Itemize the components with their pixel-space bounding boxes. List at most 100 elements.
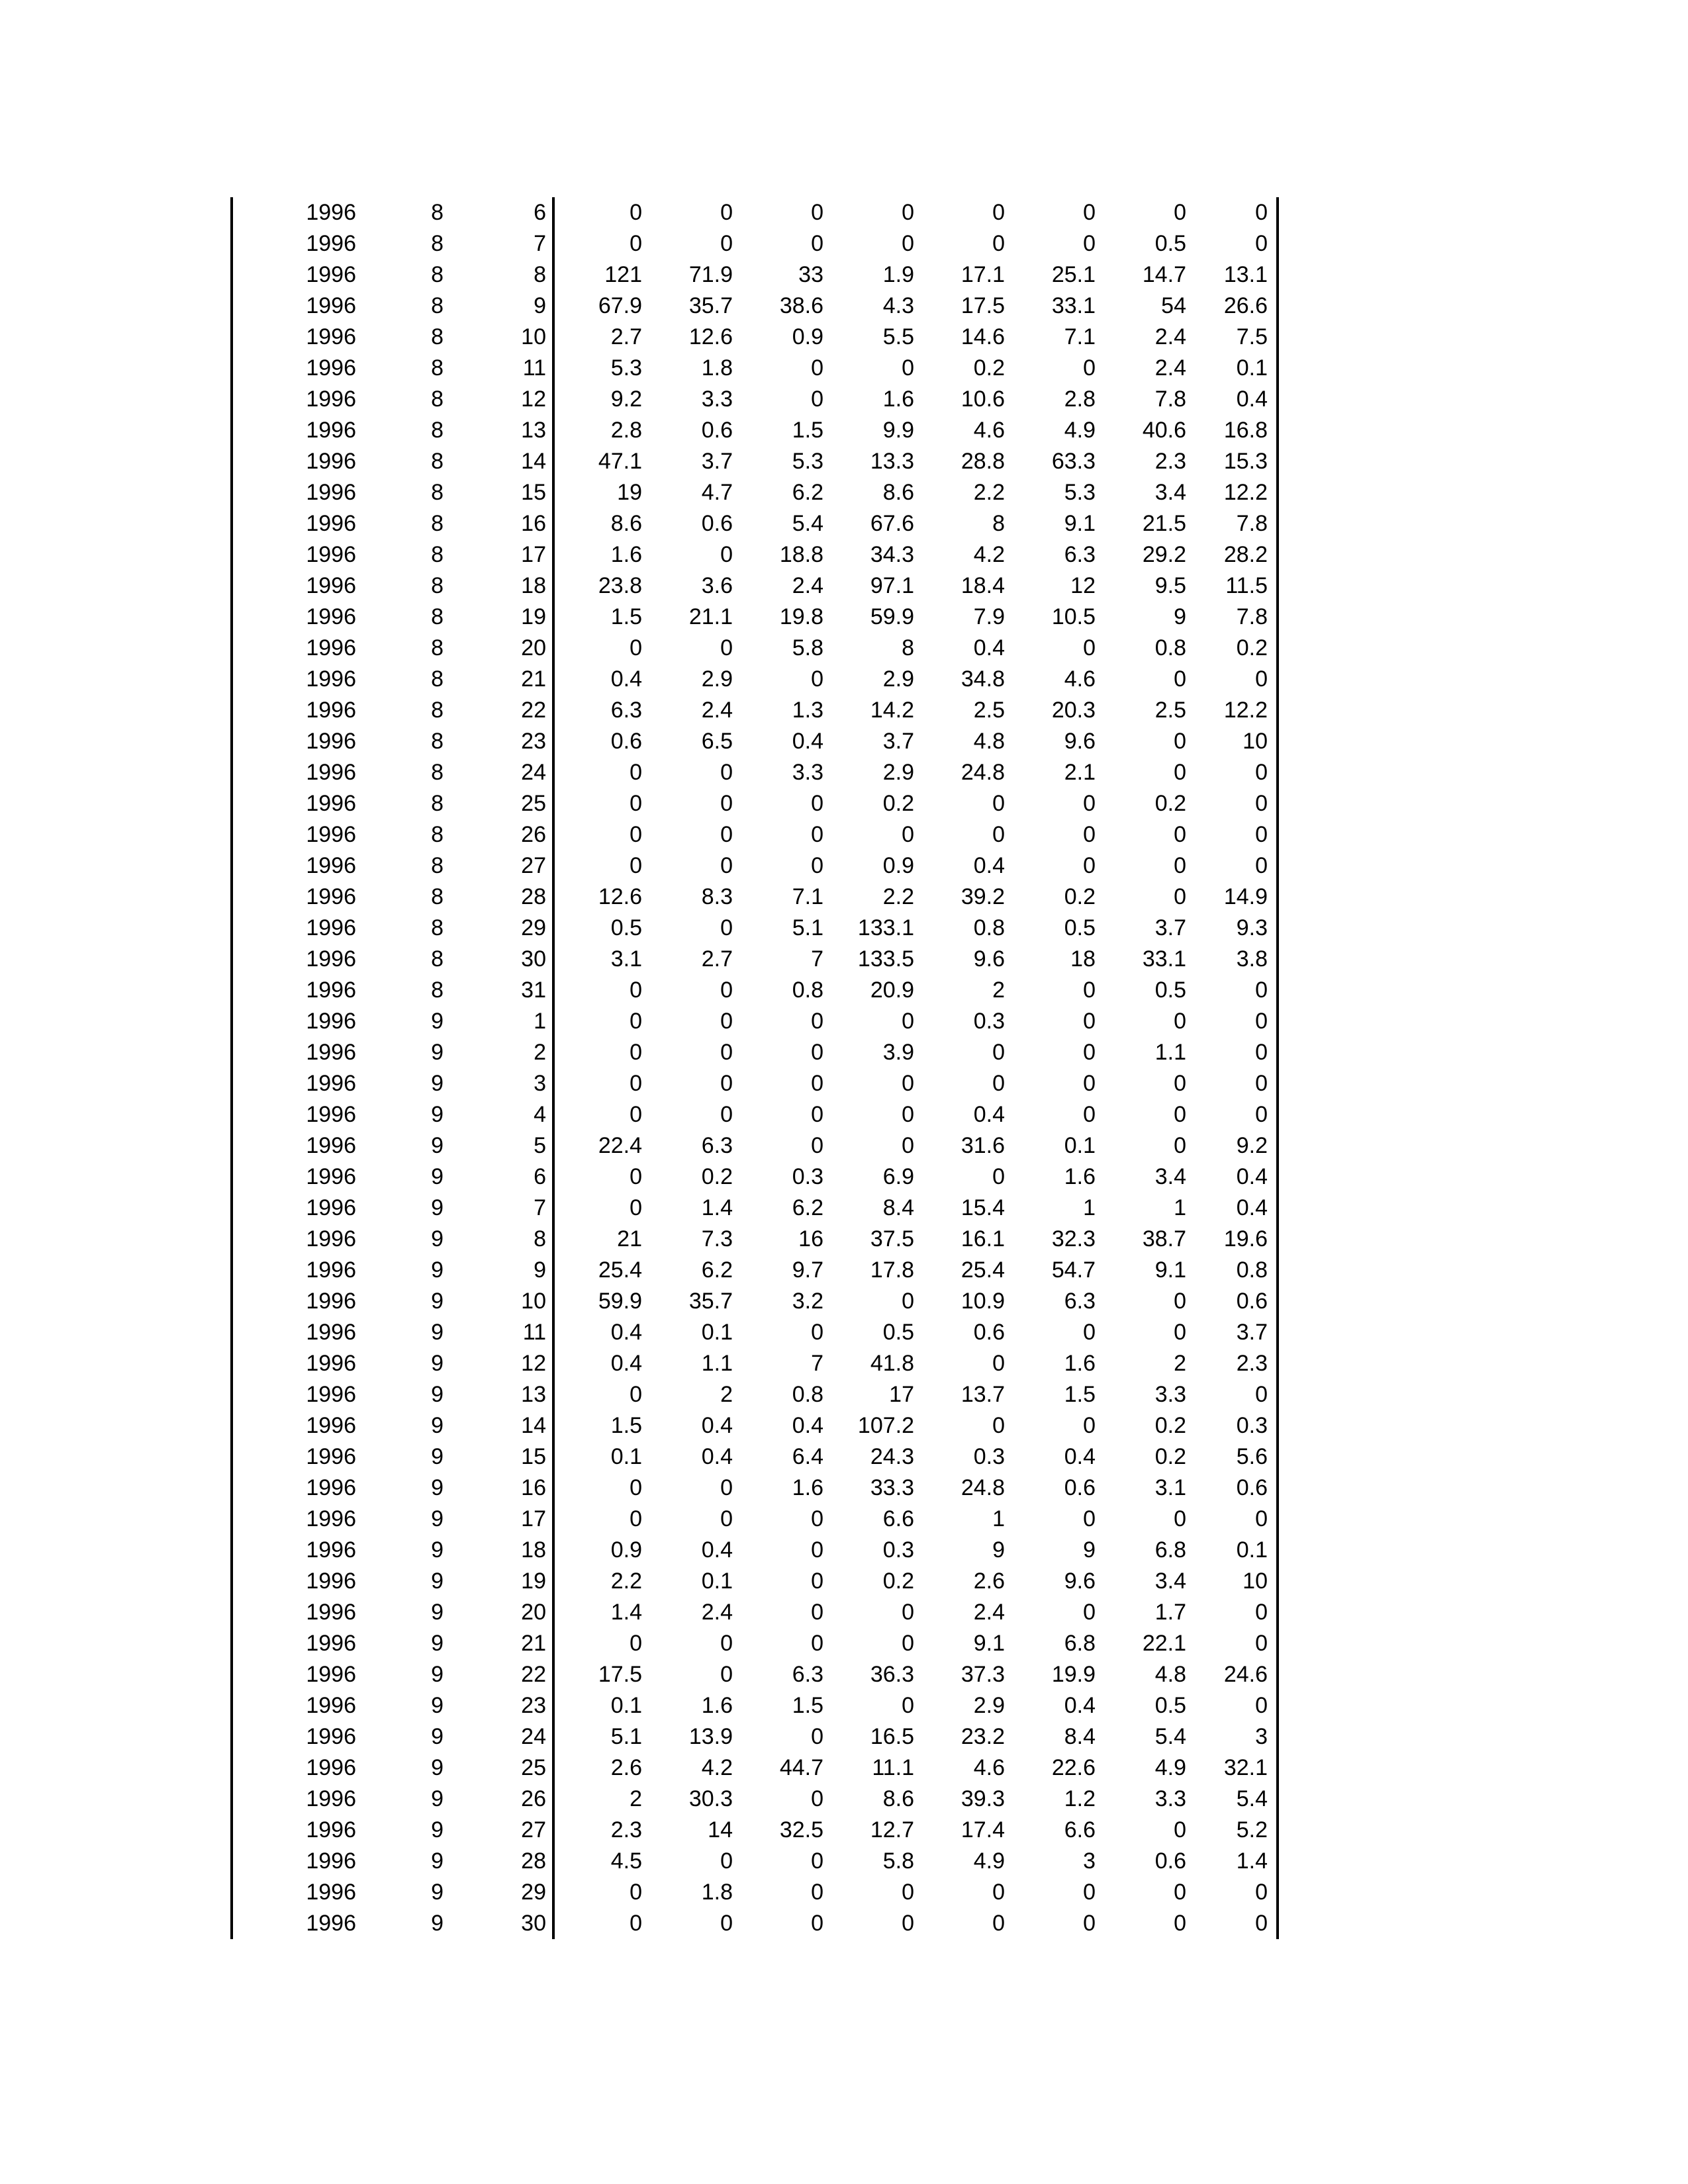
value-cell: 14.6 — [961, 324, 1005, 349]
year-cell: 1996 — [306, 1631, 356, 1656]
value-cell: 4.3 — [882, 293, 914, 318]
value-cell: 23.2 — [961, 1724, 1005, 1749]
value-cell: 0.6 — [1236, 1289, 1268, 1314]
value-cell: 0 — [902, 1133, 914, 1158]
value-cell: 2 — [720, 1382, 733, 1407]
value-cell: 9.2 — [1236, 1133, 1268, 1158]
table-row: 1996 9 26 2 30.3 0 8.6 39.3 1.2 3.3 5.4 — [232, 1784, 1278, 1815]
day-cell: 11 — [445, 1317, 555, 1348]
table-row: 1996 8 16 8.6 0.6 5.4 67.6 8 9.1 21.5 7.8 — [232, 508, 1278, 539]
value-cell: 0 — [992, 791, 1005, 816]
value-cell: 7.3 — [701, 1226, 733, 1251]
value-cell: 3.4 — [1154, 480, 1186, 505]
month-cell: 9 — [431, 1102, 444, 1127]
value-cell: 6.2 — [792, 1195, 823, 1220]
day-cell: 15 — [445, 477, 555, 508]
value-cell: 3.3 — [1154, 1382, 1186, 1407]
value-cell: 6.9 — [882, 1164, 914, 1189]
year-cell: 1996 — [306, 1102, 356, 1127]
month-cell: 9 — [431, 1600, 444, 1625]
month-cell: 9 — [431, 1040, 444, 1065]
value-cell: 0.6 — [1064, 1475, 1096, 1500]
value-cell: 133.5 — [857, 946, 914, 972]
month-cell: 8 — [431, 200, 444, 225]
value-cell: 133.1 — [857, 915, 914, 940]
value-cell: 6.2 — [701, 1257, 733, 1283]
value-cell: 31.6 — [961, 1133, 1005, 1158]
table-row: 1996 9 8 21 7.3 16 37.5 16.1 32.3 38.7 19.6 — [232, 1224, 1278, 1255]
day-cell: 19 — [445, 602, 555, 633]
year-cell: 1996 — [306, 1413, 356, 1438]
value-cell: 0 — [1083, 1071, 1096, 1096]
value-cell: 0 — [720, 1631, 733, 1656]
value-cell: 5.2 — [1236, 1817, 1268, 1843]
month-cell: 9 — [431, 1817, 444, 1843]
value-cell: 3.7 — [1236, 1320, 1268, 1345]
value-cell: 13.1 — [1223, 262, 1268, 287]
day-cell: 30 — [445, 1908, 555, 1939]
value-cell: 6.6 — [1064, 1817, 1096, 1843]
value-cell: 0 — [1174, 884, 1186, 909]
day-cell: 12 — [445, 384, 555, 415]
table-row: 1996 9 5 22.4 6.3 0 0 31.6 0.1 0 9.2 — [232, 1130, 1278, 1161]
value-cell: 0.3 — [973, 1444, 1005, 1469]
value-cell: 7.8 — [1236, 604, 1268, 629]
day-cell: 9 — [445, 291, 555, 322]
value-cell: 7.8 — [1154, 387, 1186, 412]
value-cell: 0 — [1174, 1289, 1186, 1314]
year-cell: 1996 — [306, 1164, 356, 1189]
value-cell: 14.2 — [870, 698, 914, 723]
year-cell: 1996 — [306, 1475, 356, 1500]
table-row: 1996 8 26 0 0 0 0 0 0 0 0 — [232, 819, 1278, 850]
value-cell: 0 — [630, 1911, 642, 1936]
value-cell: 4.8 — [973, 729, 1005, 754]
value-cell: 19.8 — [779, 604, 823, 629]
value-cell: 0.6 — [701, 511, 733, 536]
value-cell: 0.4 — [1236, 387, 1268, 412]
day-cell: 10 — [445, 1286, 555, 1317]
day-cell: 29 — [445, 913, 555, 944]
value-cell: 0 — [630, 1195, 642, 1220]
value-cell: 9.2 — [610, 387, 642, 412]
value-cell: 0 — [1255, 1102, 1268, 1127]
value-cell: 2.4 — [973, 1600, 1005, 1625]
value-cell: 0 — [1174, 1320, 1186, 1345]
value-cell: 1.3 — [792, 698, 823, 723]
table-row: 1996 8 8 121 71.9 33 1.9 17.1 25.1 14.7 13.1 — [232, 259, 1278, 291]
value-cell: 0.3 — [973, 1009, 1005, 1034]
value-cell: 0 — [811, 1506, 823, 1531]
value-cell: 0 — [630, 635, 642, 660]
value-cell: 9.5 — [1154, 573, 1186, 598]
value-cell: 0 — [1255, 200, 1268, 225]
year-cell: 1996 — [306, 1880, 356, 1905]
table-row: 1996 9 27 2.3 14 32.5 12.7 17.4 6.6 0 5.2 — [232, 1815, 1278, 1846]
value-cell: 0 — [992, 1040, 1005, 1065]
value-cell: 0 — [630, 1506, 642, 1531]
value-cell: 0 — [1255, 791, 1268, 816]
day-cell: 24 — [445, 757, 555, 788]
day-cell: 16 — [445, 508, 555, 539]
month-cell: 9 — [431, 1289, 444, 1314]
value-cell: 0.8 — [792, 978, 823, 1003]
year-cell: 1996 — [306, 511, 356, 536]
day-cell: 24 — [445, 1721, 555, 1752]
value-cell: 15.3 — [1223, 449, 1268, 474]
value-cell: 0.1 — [1236, 1537, 1268, 1563]
day-cell: 6 — [445, 1161, 555, 1193]
value-cell: 0 — [1174, 1506, 1186, 1531]
value-cell: 17.5 — [961, 293, 1005, 318]
value-cell: 0 — [720, 231, 733, 256]
value-cell: 1.5 — [610, 604, 642, 629]
value-cell: 0 — [1255, 1631, 1268, 1656]
value-cell: 10 — [1243, 1569, 1268, 1594]
day-cell: 30 — [445, 944, 555, 975]
table-row: 1996 9 17 0 0 0 6.6 1 0 0 0 — [232, 1504, 1278, 1535]
value-cell: 8.6 — [610, 511, 642, 536]
table-row: 1996 8 21 0.4 2.9 0 2.9 34.8 4.6 0 0 — [232, 664, 1278, 695]
value-cell: 0.4 — [701, 1444, 733, 1469]
value-cell: 4.9 — [1064, 418, 1096, 443]
month-cell: 8 — [431, 760, 444, 785]
year-cell: 1996 — [306, 262, 356, 287]
month-cell: 8 — [431, 698, 444, 723]
value-cell: 97.1 — [870, 573, 914, 598]
